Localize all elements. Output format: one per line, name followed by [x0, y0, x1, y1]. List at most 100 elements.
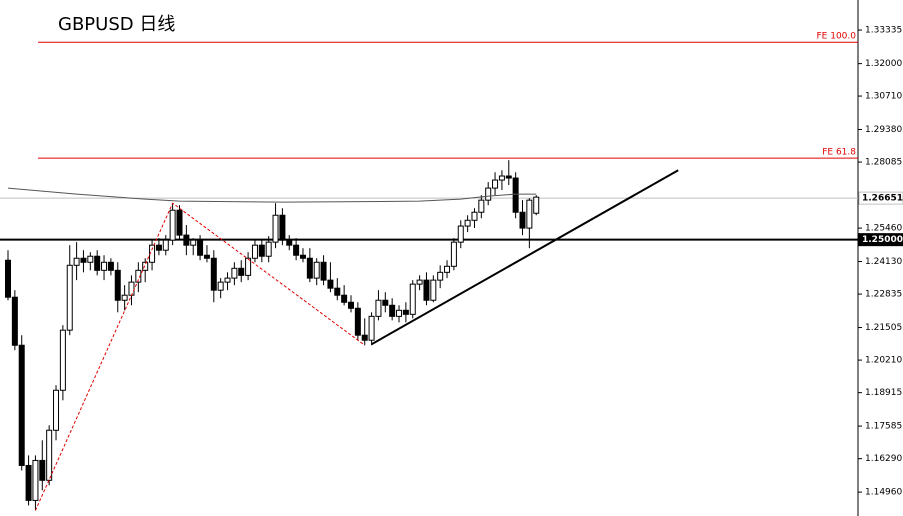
- candle-body: [18, 344, 25, 466]
- candle-body: [348, 301, 354, 309]
- y-tick-label: 1.20210: [865, 356, 902, 366]
- candle-body: [5, 259, 11, 298]
- y-tick-label: 1.25460: [865, 224, 902, 234]
- candle-body: [251, 244, 258, 259]
- candle-body: [176, 209, 183, 236]
- candle-body: [265, 241, 272, 257]
- candle-body: [512, 177, 519, 213]
- candle-body: [279, 214, 286, 241]
- price-label-box: [858, 233, 903, 247]
- candle-body: [519, 211, 526, 229]
- candle-body: [107, 261, 114, 271]
- candle-body: [128, 281, 135, 296]
- y-tick-label: 1.14960: [865, 488, 902, 498]
- candle-body: [354, 307, 361, 336]
- candle-body: [320, 261, 327, 281]
- candle-body: [135, 269, 142, 283]
- candle-body: [306, 257, 313, 279]
- candle-body: [190, 239, 197, 246]
- candle-body: [402, 309, 409, 315]
- y-tick-label: 1.33335: [865, 26, 902, 36]
- candle-body: [293, 244, 300, 256]
- price-label: 1.26651: [862, 194, 903, 204]
- candle-body: [526, 199, 533, 229]
- candle-body: [258, 244, 265, 257]
- candle-body: [46, 429, 53, 481]
- y-tick-label: 1.32000: [865, 59, 902, 69]
- candle-body: [409, 283, 416, 315]
- candle-body: [498, 175, 505, 181]
- candle-body: [66, 264, 73, 331]
- y-tick-label: 1.28085: [865, 158, 902, 168]
- candle-body: [471, 211, 478, 221]
- candle-body: [382, 299, 389, 306]
- candle-body: [272, 214, 279, 243]
- overlay-line: [34, 202, 366, 511]
- candle-body: [396, 309, 403, 317]
- candle-body: [286, 239, 293, 246]
- candle-body: [162, 239, 169, 251]
- candle-body: [183, 234, 190, 246]
- y-tick-label: 1.30710: [865, 92, 902, 102]
- candle-body: [505, 175, 512, 179]
- candle-body: [87, 255, 94, 263]
- candle-body: [101, 261, 108, 271]
- candle-body: [327, 279, 334, 289]
- y-tick-label: 1.17585: [865, 422, 902, 432]
- candle-body: [53, 389, 60, 431]
- candle-body: [444, 265, 451, 273]
- candle-body: [59, 329, 66, 391]
- level-label: FE 100.0: [817, 32, 857, 42]
- overlay-line: [7, 187, 537, 203]
- candle-body: [210, 257, 217, 291]
- candle-body: [155, 244, 162, 251]
- y-tick-label: 1.24130: [865, 257, 902, 267]
- candle-body: [32, 459, 39, 501]
- y-tick-label: 1.16290: [865, 454, 902, 464]
- candle-body: [169, 209, 176, 241]
- y-tick-label: 1.18915: [865, 388, 902, 398]
- candle-body: [423, 279, 430, 301]
- candle-body: [25, 464, 32, 501]
- candle-body: [375, 299, 382, 317]
- candle-body: [341, 294, 348, 303]
- candle-body: [224, 277, 231, 283]
- candle-body: [197, 239, 204, 256]
- candle-body: [11, 296, 18, 346]
- candle-body: [450, 241, 457, 267]
- candle-body: [39, 459, 46, 481]
- y-tick-label: 1.21505: [865, 323, 902, 333]
- candle-body: [94, 255, 101, 271]
- candle-body: [299, 254, 306, 259]
- chart-title: GBPUSD 日线: [58, 14, 175, 35]
- candle-body: [485, 187, 492, 201]
- overlay-line: [371, 169, 679, 346]
- candle-body: [238, 267, 245, 276]
- candle-body: [121, 294, 128, 301]
- candle-body: [492, 179, 499, 189]
- y-tick-label: 1.22835: [865, 290, 902, 300]
- candle-body: [313, 261, 320, 279]
- candle-body: [334, 287, 341, 296]
- candle-body: [437, 271, 444, 281]
- candle-body: [142, 261, 149, 271]
- level-label: FE 61.8: [822, 148, 856, 158]
- candle-body: [368, 315, 375, 341]
- price-label-box: [858, 191, 903, 205]
- candle-body: [80, 257, 87, 263]
- candle-body: [533, 196, 540, 214]
- candle-body: [203, 254, 210, 259]
- y-tick-label: 1.29380: [865, 125, 902, 135]
- candle-body: [457, 225, 464, 243]
- price-label: 1.25000: [862, 235, 903, 245]
- candle-body: [361, 334, 368, 341]
- candle-body: [231, 267, 238, 279]
- candle-body: [416, 279, 423, 285]
- candle-body: [389, 304, 396, 317]
- candle-body: [478, 199, 485, 213]
- candle-body: [73, 257, 80, 266]
- candle-body: [114, 269, 121, 301]
- candle-body: [464, 219, 471, 227]
- candle-body: [245, 257, 252, 276]
